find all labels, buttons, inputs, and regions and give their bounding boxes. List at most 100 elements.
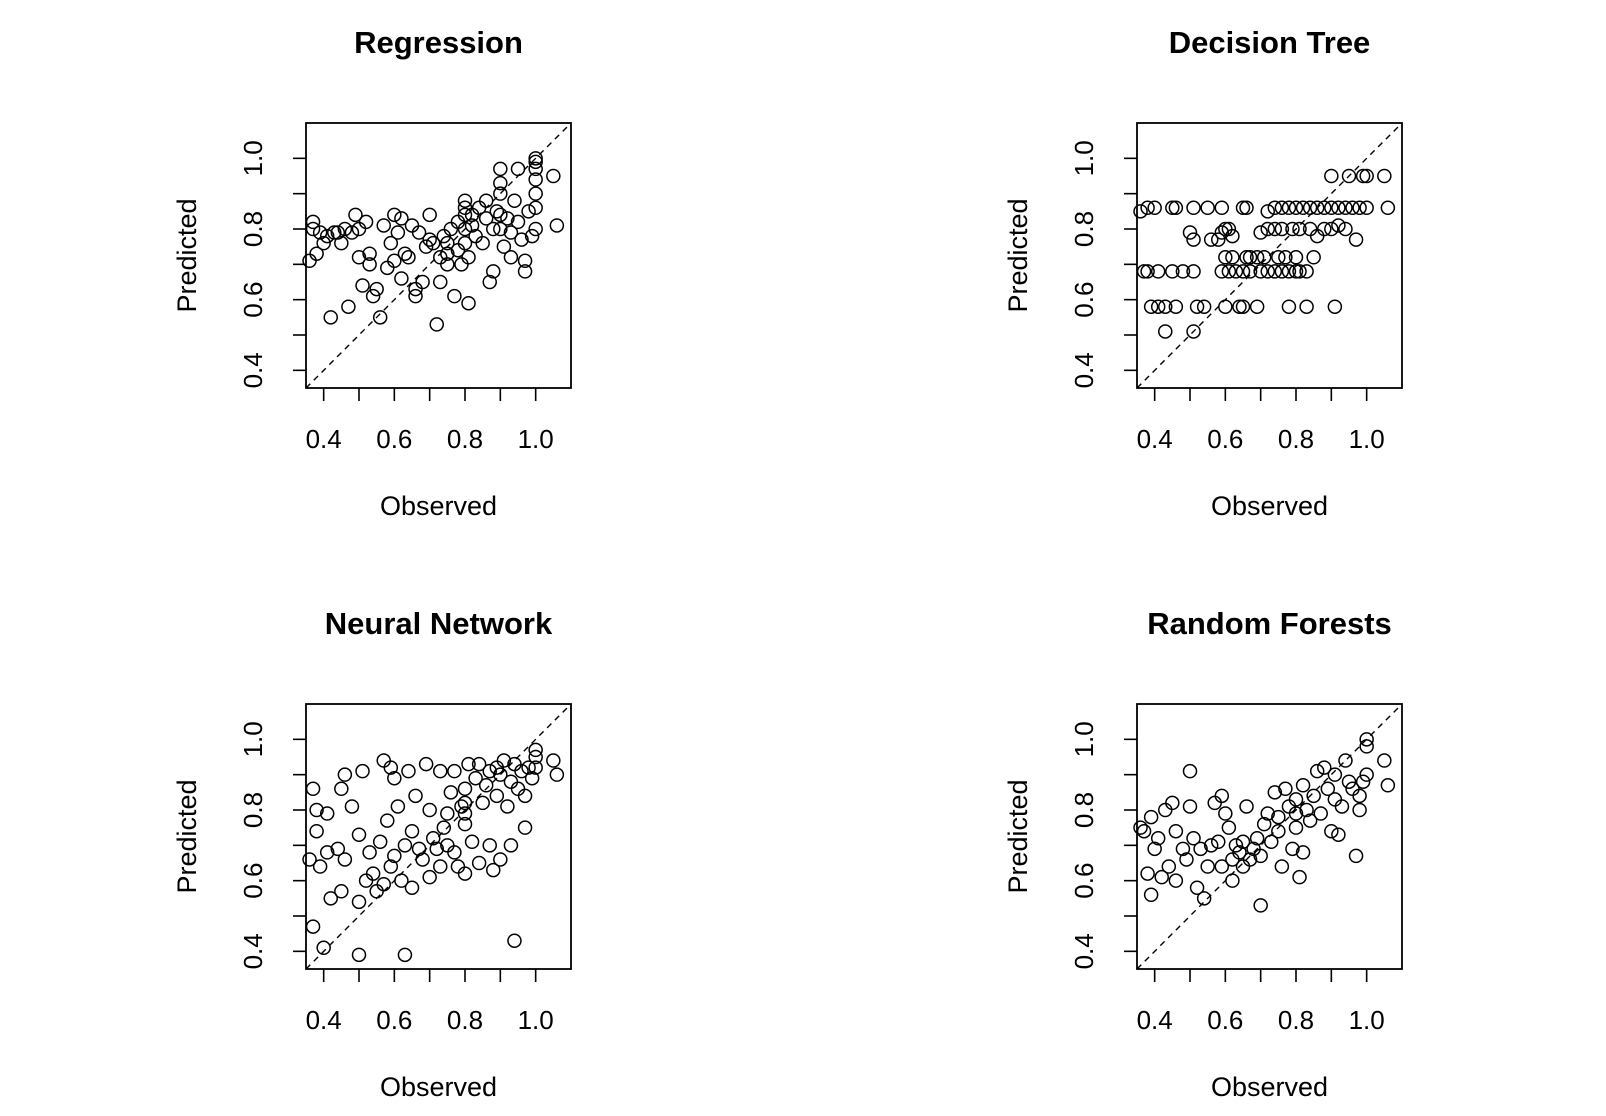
y-tick-label: 0.4 <box>238 352 268 388</box>
data-point <box>493 161 508 177</box>
data-point <box>1214 788 1230 804</box>
identity-reference-line <box>1136 122 1403 389</box>
data-point <box>429 841 444 857</box>
data-point <box>443 785 459 800</box>
data-point <box>464 834 480 850</box>
data-point <box>1186 324 1201 339</box>
data-point <box>510 161 526 177</box>
data-point <box>351 827 367 842</box>
data-point <box>305 919 321 934</box>
x-axis-label: Observed <box>1211 491 1328 521</box>
data-point <box>528 151 543 166</box>
data-point <box>528 221 543 237</box>
data-point <box>1359 739 1374 754</box>
data-point <box>1214 225 1230 240</box>
data-point <box>1253 225 1268 240</box>
data-point <box>1182 799 1198 814</box>
data-point <box>486 264 501 279</box>
data-point <box>1186 831 1201 846</box>
data-point <box>471 855 487 871</box>
y-tick-label: 0.6 <box>238 863 268 899</box>
data-point <box>1267 264 1283 279</box>
data-point <box>521 204 536 219</box>
data-point <box>1249 831 1265 846</box>
data-point <box>1288 792 1304 807</box>
data-point <box>510 214 526 230</box>
data-point <box>376 876 391 892</box>
data-point <box>1285 841 1300 857</box>
x-axis-label: Observed <box>380 1072 497 1102</box>
data-point <box>369 884 384 899</box>
data-point <box>341 299 356 314</box>
x-tick-label: 0.4 <box>1137 424 1173 454</box>
chart-title: Regression <box>354 25 523 60</box>
data-point <box>323 310 338 325</box>
data-point <box>376 218 391 233</box>
data-point <box>422 802 437 818</box>
data-point <box>433 274 448 290</box>
data-point <box>461 295 476 311</box>
data-point <box>397 246 413 261</box>
data-point <box>1355 168 1371 184</box>
data-point <box>387 848 402 864</box>
data-point <box>1143 887 1159 903</box>
data-point <box>362 845 377 860</box>
data-point <box>1150 831 1166 846</box>
data-point <box>1320 781 1336 797</box>
data-point <box>309 823 324 839</box>
data-point <box>1352 802 1367 818</box>
data-point <box>1235 264 1251 279</box>
data-point <box>1260 806 1275 821</box>
data-point <box>433 859 448 874</box>
data-point <box>503 225 519 240</box>
data-point <box>1292 264 1307 279</box>
data-point <box>1232 845 1247 860</box>
data-point <box>1168 823 1184 839</box>
data-point <box>380 260 395 276</box>
data-point <box>1299 299 1314 314</box>
data-point <box>503 250 519 265</box>
data-point <box>496 239 512 254</box>
data-point <box>302 852 317 867</box>
data-point <box>1225 250 1240 265</box>
data-point <box>1281 799 1297 814</box>
data-point <box>528 760 543 775</box>
data-point <box>461 756 476 772</box>
data-point <box>450 859 466 874</box>
y-tick-label: 0.4 <box>1069 933 1099 969</box>
data-point <box>493 852 508 867</box>
data-point <box>450 214 466 230</box>
data-point <box>1182 225 1198 240</box>
data-point <box>348 207 363 223</box>
data-point <box>1288 820 1304 835</box>
data-point <box>500 211 515 226</box>
data-point <box>1256 816 1272 832</box>
data-point <box>447 288 462 304</box>
data-point <box>1253 264 1268 279</box>
data-point <box>1288 264 1304 279</box>
x-tick-label: 0.6 <box>376 1005 412 1035</box>
data-point <box>1271 809 1286 825</box>
data-point <box>1264 834 1279 850</box>
data-point <box>1253 848 1268 864</box>
data-point <box>447 763 462 779</box>
data-point <box>1214 859 1230 874</box>
data-point <box>447 845 462 860</box>
data-point <box>1140 866 1155 881</box>
y-tick-label: 0.6 <box>1069 863 1099 899</box>
data-point <box>1338 753 1353 768</box>
data-point <box>1281 299 1297 314</box>
x-tick-label: 0.4 <box>306 1005 342 1035</box>
y-tick-label: 0.8 <box>238 211 268 247</box>
data-point <box>418 756 434 772</box>
data-point <box>344 799 360 814</box>
data-point <box>429 317 444 332</box>
data-point <box>365 288 381 304</box>
data-point <box>1267 200 1283 216</box>
data-point <box>404 823 420 839</box>
data-point <box>1309 200 1325 216</box>
data-point <box>1334 799 1350 814</box>
data-point <box>394 873 409 888</box>
data-point <box>482 274 497 290</box>
data-point <box>478 211 494 226</box>
